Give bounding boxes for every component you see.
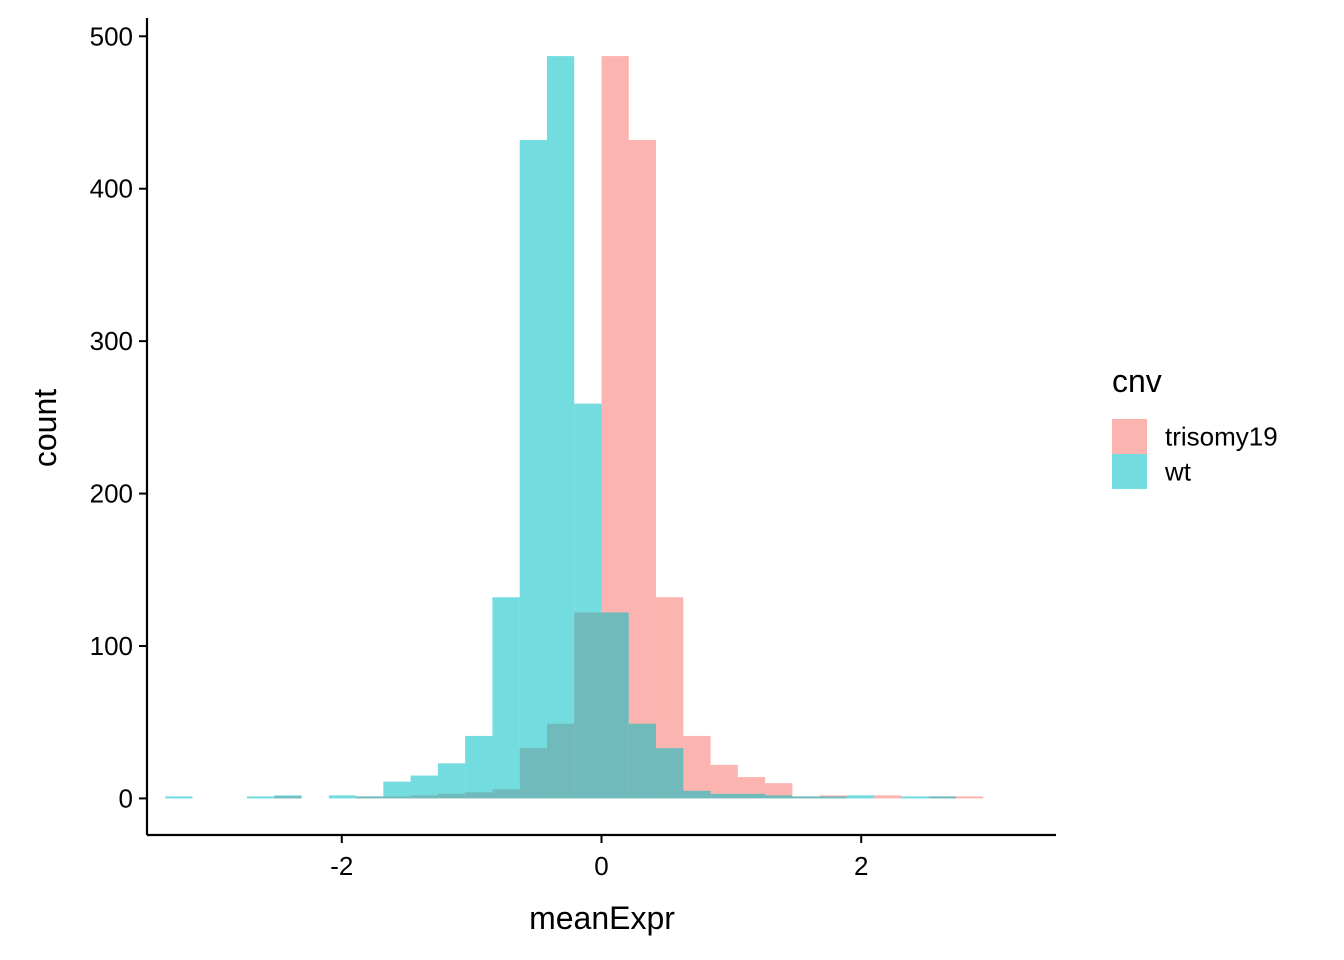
bar-trisomy19-13 [683, 735, 711, 799]
bar-wt-17 [710, 793, 738, 799]
bar-wt-0 [165, 796, 193, 799]
bar-wt-23 [901, 796, 929, 799]
x-axis-title: meanExpr [529, 900, 675, 936]
x-tick-label-0: -2 [330, 851, 353, 881]
bars-layer [165, 56, 984, 799]
y-tick-label-1: 100 [90, 631, 133, 661]
bar-trisomy19-14 [710, 764, 738, 799]
bar-wt-21 [819, 796, 847, 799]
bar-wt-8 [465, 735, 493, 799]
x-tick-label-2: 2 [854, 851, 868, 881]
bar-wt-15 [656, 748, 684, 799]
bar-wt-12 [574, 403, 602, 799]
bar-wt-24 [928, 796, 957, 799]
legend-title: cnv [1112, 363, 1162, 399]
series-wt [165, 56, 957, 799]
bar-wt-4 [356, 796, 384, 799]
bar-wt-19 [765, 795, 793, 799]
bar-wt-10 [519, 139, 547, 799]
y-axis-title: count [27, 389, 63, 467]
legend-label-wt: wt [1164, 457, 1192, 487]
y-tick-label-5: 500 [90, 21, 133, 51]
bar-trisomy19-21 [956, 796, 984, 799]
axes-layer: 0 100 200 300 400 500 -2 0 2 [90, 18, 1056, 881]
bar-wt-22 [846, 795, 875, 799]
bar-wt-5 [383, 781, 411, 799]
bar-wt-16 [683, 790, 711, 799]
y-tick-label-0: 0 [119, 783, 133, 813]
bar-wt-18 [737, 793, 766, 799]
bar-wt-6 [410, 775, 438, 799]
legend-key-trisomy19 [1112, 419, 1147, 454]
bar-trisomy19-11 [628, 139, 657, 799]
bar-trisomy19-19 [874, 795, 902, 799]
x-tick-label-1: 0 [594, 851, 608, 881]
bar-wt-7 [437, 763, 466, 799]
legend-label-trisomy19: trisomy19 [1165, 422, 1278, 452]
y-tick-label-4: 400 [90, 174, 133, 204]
bar-wt-2 [274, 795, 302, 799]
bar-wt-20 [792, 796, 820, 799]
bar-wt-13 [601, 612, 629, 799]
bar-trisomy19-15 [737, 777, 766, 799]
y-tick-label-2: 200 [90, 479, 133, 509]
legend: cnv trisomy19 wt [1112, 363, 1278, 489]
bar-wt-11 [546, 56, 575, 799]
y-tick-label-3: 300 [90, 326, 133, 356]
bar-wt-14 [628, 723, 657, 799]
bar-wt-1 [246, 796, 275, 799]
bar-wt-9 [492, 597, 520, 799]
labels-layer: meanExpr count [27, 389, 675, 936]
bar-trisomy19-16 [765, 783, 793, 799]
bar-wt-3 [328, 795, 357, 799]
legend-key-wt [1112, 454, 1147, 489]
